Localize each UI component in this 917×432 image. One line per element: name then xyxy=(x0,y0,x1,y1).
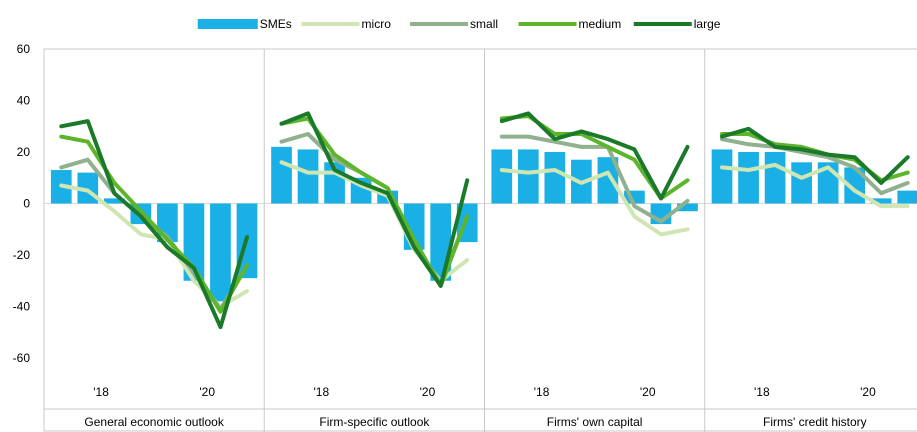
legend-label: small xyxy=(470,17,498,31)
panel-firm-specific-outlook: '18 '20 Firm-specific outlook xyxy=(263,49,478,432)
bar-smes xyxy=(517,149,539,204)
bar-smes xyxy=(597,157,619,204)
legend: SMEs micro small medium large xyxy=(197,17,721,31)
y-tick-label: -20 xyxy=(13,248,31,262)
bar-smes xyxy=(210,203,231,302)
panel-label: Firm-specific outlook xyxy=(319,415,430,429)
x-tick-label: '20 xyxy=(640,385,656,399)
bar-smes xyxy=(764,152,786,204)
line-large xyxy=(720,126,910,185)
legend-item-medium: medium xyxy=(518,17,622,31)
x-tick-label: '20 xyxy=(199,385,215,399)
bar-smes xyxy=(491,149,513,204)
x-tick-label: '18 xyxy=(93,385,109,399)
x-tick-label: '18 xyxy=(754,385,770,399)
panel-label: General economic outlook xyxy=(84,415,224,429)
bar-smes xyxy=(870,198,892,204)
bar-smes xyxy=(103,198,125,204)
x-tick-label: '20 xyxy=(860,385,876,399)
bar-smes xyxy=(677,203,698,212)
line-large xyxy=(59,119,249,330)
y-tick-label: 20 xyxy=(17,145,31,159)
panel-firms-own-capital: '18 '20 Firms' own capital xyxy=(484,49,698,432)
bar-smes xyxy=(271,146,292,204)
bar-smes xyxy=(544,152,566,204)
bar-smes xyxy=(897,190,917,204)
panel-label: Firms' credit history xyxy=(763,415,867,429)
line-small xyxy=(720,137,910,196)
bar-smes xyxy=(738,152,759,204)
legend-label: micro xyxy=(362,17,392,31)
chart-panels: '18 '20 General economic outlook '18 '20 Firm… xyxy=(43,48,917,432)
x-tick-label: '20 xyxy=(420,385,436,399)
y-tick-label: -60 xyxy=(13,351,31,365)
line-large xyxy=(279,111,470,288)
legend-item-large: large xyxy=(633,17,721,31)
bar-smes xyxy=(711,149,733,204)
line-medium xyxy=(59,134,249,314)
panel-general-economic-outlook: '18 '20 General economic outlook xyxy=(50,119,258,429)
legend-item-micro: micro xyxy=(301,17,392,31)
line-large xyxy=(499,111,690,201)
y-tick-label: -40 xyxy=(13,300,31,314)
legend-label: large xyxy=(694,17,721,31)
legend-item-small: small xyxy=(410,17,498,31)
legend-item-smes: SMEs xyxy=(197,17,292,31)
x-tick-label: '18 xyxy=(534,385,550,399)
legend-label: SMEs xyxy=(260,17,292,31)
line-micro xyxy=(499,168,690,237)
panel-firms-credit-history: '18 '20 Firms' credit history xyxy=(704,49,917,432)
x-tick-label: '18 xyxy=(313,385,329,399)
legend-label: medium xyxy=(579,17,622,31)
y-tick-label: 40 xyxy=(17,94,31,108)
bar-smes xyxy=(297,149,319,204)
panel-label: Firms' own capital xyxy=(547,415,643,429)
line-micro xyxy=(720,162,910,209)
y-tick-label: 0 xyxy=(23,197,30,211)
line-small xyxy=(499,134,690,224)
legend-swatch xyxy=(197,19,258,29)
y-axis: 60 40 20 0 -20 -40 -60 xyxy=(13,42,31,365)
y-tick-label: 60 xyxy=(17,42,31,56)
bar-smes xyxy=(791,162,812,204)
